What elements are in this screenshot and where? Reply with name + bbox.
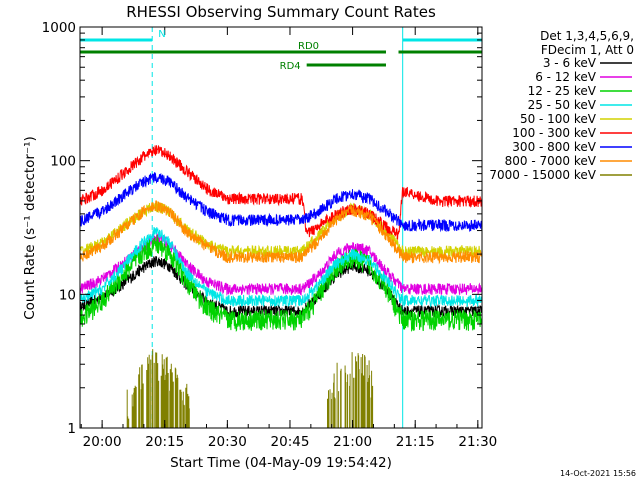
annotation-label-n: N — [158, 29, 165, 40]
x-tick-label-5: 21:15 — [396, 434, 435, 450]
legend-entry-label-2: 12 - 25 keV — [528, 84, 597, 98]
chart-title: RHESSI Observing Summary Count Rates — [126, 3, 436, 21]
y-tick-label-1: 10 — [59, 287, 76, 303]
plot-frame — [79, 26, 483, 429]
y-tick-label-2: 100 — [50, 154, 76, 170]
legend-entry-label-0: 3 - 6 keV — [543, 56, 597, 70]
legend-entry-label-6: 300 - 800 keV — [512, 140, 596, 154]
y-tick-label-3: 1000 — [42, 20, 76, 36]
legend-entry-label-7: 800 - 7000 keV — [505, 154, 597, 168]
annotation-label-rd0: RD0 — [298, 41, 319, 52]
annotation-label-rd4: RD4 — [280, 61, 301, 72]
legend-entry-label-3: 25 - 50 keV — [528, 98, 597, 112]
x-axis-label: Start Time (04-May-09 19:54:42) — [170, 455, 392, 471]
legend-header-line1: Det 1,3,4,5,6,9, — [540, 29, 634, 43]
legend-header-line2: FDecim 1, Att 0 — [541, 43, 634, 57]
footer-timestamp: 14-Oct-2021 15:56 — [560, 469, 636, 478]
series-line-3 — [80, 226, 482, 309]
y-tick-label-0: 1 — [67, 421, 76, 437]
x-tick-label-2: 20:30 — [208, 434, 247, 450]
x-tick-label-4: 21:00 — [333, 434, 372, 450]
legend-entry-label-5: 100 - 300 keV — [512, 126, 596, 140]
x-tick-label-3: 20:45 — [271, 434, 310, 450]
x-tick-label-6: 21:30 — [458, 434, 497, 450]
series-line-8 — [126, 349, 374, 428]
legend-entry-label-1: 6 - 12 keV — [535, 70, 597, 84]
legend-entry-label-8: 7000 - 15000 keV — [489, 168, 596, 182]
y-axis-label: Count Rate (s⁻¹ detector⁻¹) — [22, 136, 38, 320]
x-tick-label-0: 20:00 — [83, 434, 122, 450]
series-line-2 — [80, 234, 482, 333]
series-line-6 — [80, 172, 482, 233]
x-tick-label-1: 20:15 — [145, 434, 184, 450]
series-line-5 — [80, 145, 482, 240]
legend: Det 1,3,4,5,6,9, FDecim 1, Att 0 3 - 6 k… — [489, 29, 634, 182]
legend-entry-label-4: 50 - 100 keV — [520, 112, 597, 126]
series-line-7 — [80, 199, 482, 265]
